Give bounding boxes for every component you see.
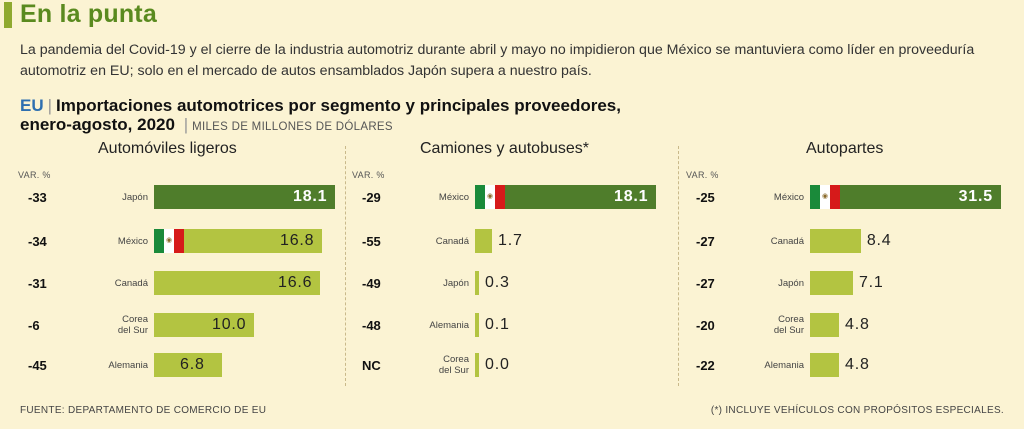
category-label: México <box>117 236 148 247</box>
value-label: 0.1 <box>485 316 510 333</box>
category-label: México <box>773 192 804 203</box>
value-label: 16.8 <box>280 232 315 249</box>
var-value: -29 <box>362 190 381 205</box>
var-value: -27 <box>696 234 715 249</box>
var-value: -45 <box>28 358 47 373</box>
mexico-flag-icon: ◉ <box>154 229 186 253</box>
chart-row: -34 México ◉ 16.8 <box>18 229 338 257</box>
chart-row: NC Corea del Sur 0.0 <box>352 353 672 381</box>
category-label: Corea del Sur <box>438 354 469 376</box>
chart-row: -22 Alemania 4.8 <box>686 353 1006 381</box>
var-value: -22 <box>696 358 715 373</box>
var-value: -20 <box>696 318 715 333</box>
var-header: VAR. % <box>18 170 51 180</box>
value-label: 6.8 <box>180 356 205 373</box>
value-label: 4.8 <box>845 316 870 333</box>
category-label: Japón <box>443 278 469 289</box>
value-label: 0.0 <box>485 356 510 373</box>
bar <box>154 271 320 295</box>
bar <box>810 313 840 337</box>
title-accent-bar <box>4 2 12 28</box>
var-value: -34 <box>28 234 47 249</box>
var-header: VAR. % <box>686 170 719 180</box>
chart-row: -25 México ◉ 31.5 <box>686 185 1006 213</box>
category-label: Alemania <box>764 360 804 371</box>
var-value: -49 <box>362 276 381 291</box>
category-label: Alemania <box>108 360 148 371</box>
category-label: Corea del Sur <box>773 314 804 336</box>
chart-row: -33 Japón 18.1 <box>18 185 338 213</box>
chart-title: Camiones y autobuses* <box>420 140 589 157</box>
var-value: -31 <box>28 276 47 291</box>
value-label: 1.7 <box>498 232 523 249</box>
var-value: -48 <box>362 318 381 333</box>
chart-title: Autopartes <box>806 140 884 157</box>
page-title: En la punta <box>20 0 157 28</box>
bar <box>475 313 479 337</box>
bar <box>810 229 861 253</box>
chart-panel: Autopartes VAR. % -25 México ◉ 31.5 -27 Canadá 8… <box>686 140 1011 390</box>
value-label: 4.8 <box>845 356 870 373</box>
value-label: 7.1 <box>858 274 884 291</box>
bar <box>475 271 479 295</box>
value-label: 31.5 <box>958 188 993 205</box>
header-line1: Importaciones automotrices por segmento … <box>56 96 621 115</box>
footer-source: FUENTE: DEPARTAMENTO DE COMERCIO DE EU <box>20 405 267 416</box>
category-label: Japón <box>778 278 804 289</box>
header-units: MILES DE MILLONES DE DÓLARES <box>192 121 393 133</box>
chart-panel: Automóviles ligeros VAR. % -33 Japón 18.1 -34… <box>18 140 343 390</box>
intro-text: La pandemia del Covid-19 y el cierre de … <box>20 42 975 79</box>
chart-row: -31 Canadá 16.6 <box>18 271 338 299</box>
value-label: 0.3 <box>485 274 510 291</box>
bar <box>810 353 840 377</box>
chart-row: -27 Japón 7.1 <box>686 271 1006 299</box>
bar <box>475 353 479 377</box>
category-label: Alemania <box>429 320 469 331</box>
var-header: VAR. % <box>352 170 385 180</box>
bar <box>154 313 254 337</box>
category-label: Canadá <box>435 236 469 247</box>
panel-divider <box>678 146 679 386</box>
bar <box>154 185 335 209</box>
value-label: 18.1 <box>614 188 649 205</box>
var-value: -33 <box>28 190 47 205</box>
chart-panel: Camiones y autobuses* VAR. % -29 México ◉ 18.… <box>352 140 677 390</box>
chart-row: -45 Alemania 6.8 <box>18 353 338 381</box>
chart-row: -29 México ◉ 18.1 <box>352 185 672 213</box>
category-label: Japón <box>122 192 148 203</box>
var-value: NC <box>362 358 381 373</box>
chart-row: -27 Canadá 8.4 <box>686 229 1006 257</box>
footer-note: (*) INCLUYE VEHÍCULOS CON PROPÓSITOS ESP… <box>710 405 1004 416</box>
chart-row: -55 Canadá 1.7 <box>352 229 672 257</box>
var-value: -6 <box>28 318 40 333</box>
category-label: México <box>438 192 469 203</box>
bar <box>475 229 492 253</box>
chart-row: -49 Japón 0.3 <box>352 271 672 299</box>
bar <box>810 271 853 295</box>
value-label: 16.6 <box>278 274 313 291</box>
category-label: Corea del Sur <box>117 314 148 336</box>
chart-title: Automóviles ligeros <box>98 140 237 157</box>
bar <box>154 353 222 377</box>
value-label: 10.0 <box>212 316 247 333</box>
bar <box>810 185 1001 209</box>
var-value: -25 <box>696 190 715 205</box>
mexico-flag-icon: ◉ <box>810 185 842 209</box>
chart-header: EU | Importaciones automotrices por segmen… <box>20 96 621 134</box>
category-label: Canadá <box>114 278 148 289</box>
panel-divider <box>345 146 346 386</box>
value-label: 18.1 <box>293 188 328 205</box>
chart-row: -6 Corea del Sur 10.0 <box>18 313 338 341</box>
chart-row: -48 Alemania 0.1 <box>352 313 672 341</box>
bar <box>475 185 656 209</box>
category-label: Canadá <box>770 236 804 247</box>
mexico-flag-icon: ◉ <box>475 185 507 209</box>
value-label: 8.4 <box>866 232 892 249</box>
chart-row: -20 Corea del Sur 4.8 <box>686 313 1006 341</box>
header-line2: enero-agosto, 2020 <box>20 115 175 134</box>
header-tag: EU <box>20 96 44 115</box>
var-value: -27 <box>696 276 715 291</box>
var-value: -55 <box>362 234 381 249</box>
